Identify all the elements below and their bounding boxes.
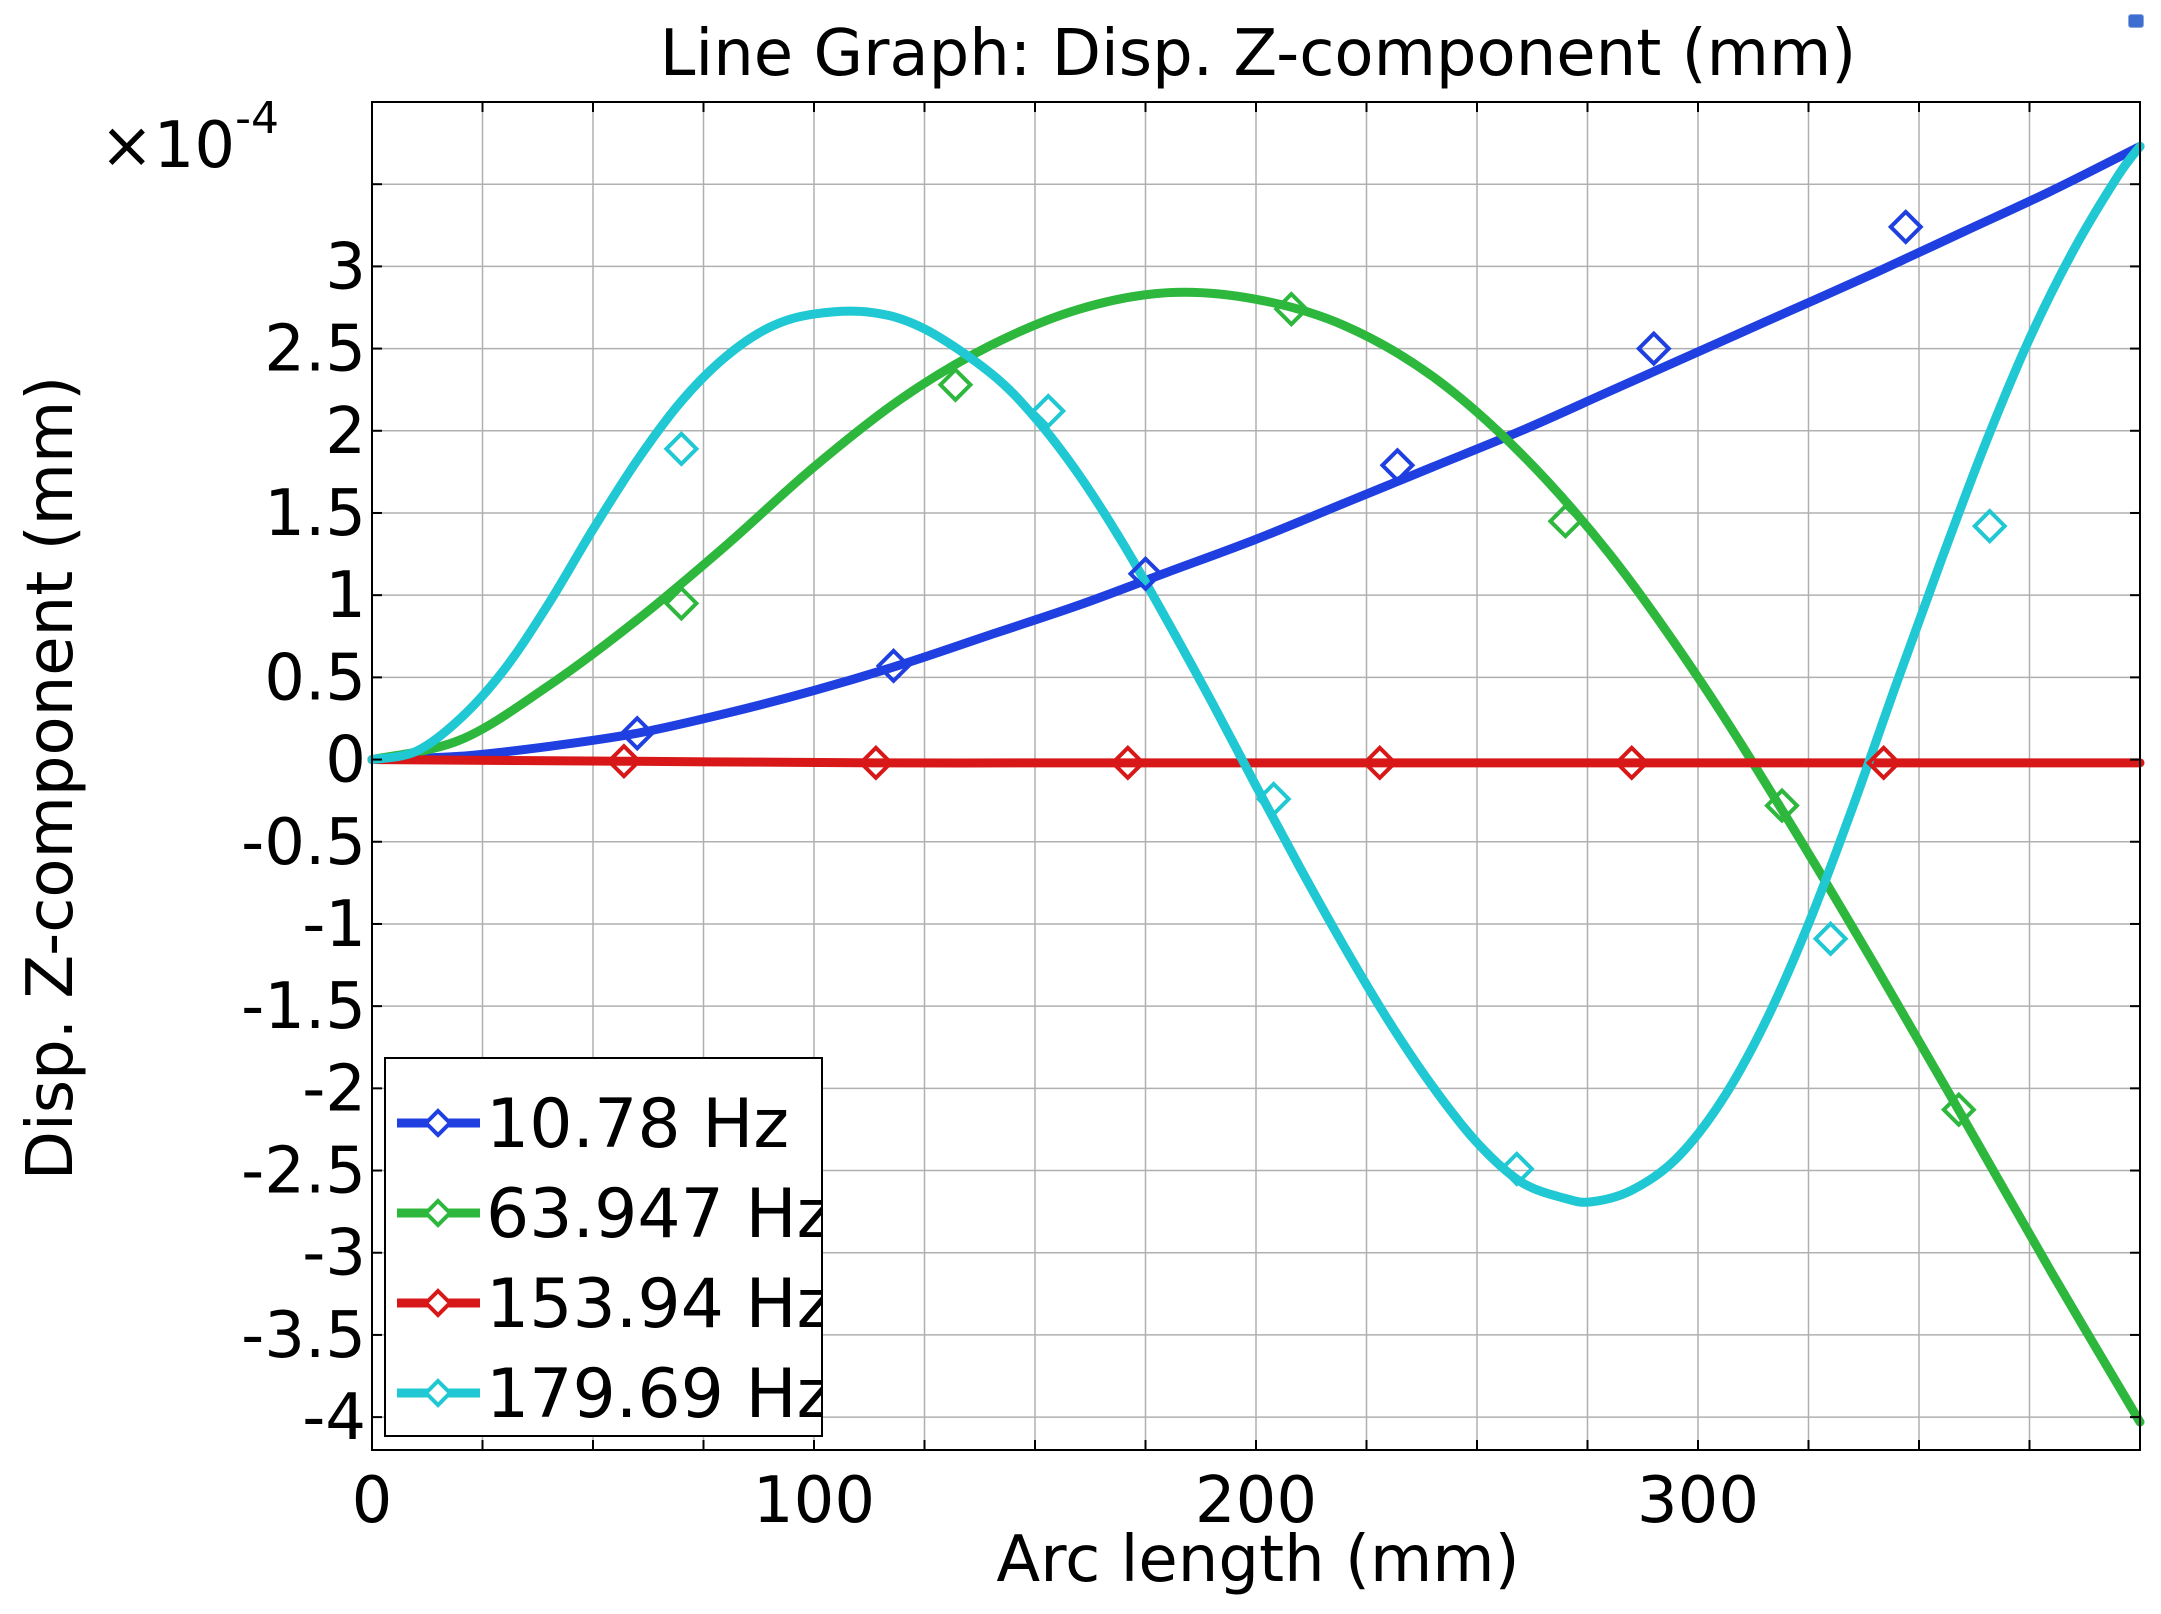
- series-marker-0: [619, 715, 656, 752]
- legend-swatch-marker: [423, 1288, 453, 1318]
- series-marker-0: [1635, 330, 1672, 367]
- series-markers: [606, 209, 2008, 1187]
- x-tick-label: 0: [352, 1464, 393, 1538]
- y-tick-label: 2: [325, 395, 366, 469]
- x-axis-label: Arc length (mm): [996, 1523, 1519, 1597]
- window-icon: [2128, 14, 2144, 28]
- series-marker-1: [663, 585, 700, 622]
- series-marker-3: [1812, 920, 1849, 957]
- y-tick-label: -1.5: [241, 970, 366, 1044]
- series-marker-1: [1764, 787, 1800, 824]
- series-marker-1: [937, 366, 974, 403]
- legend-entry-label: 10.78 Hz: [486, 1085, 789, 1164]
- legend-swatch-marker: [423, 1108, 453, 1138]
- y-tick-label: -3: [302, 1217, 366, 1291]
- y-tick-label: -1: [302, 888, 366, 962]
- series-line-0: [367, 141, 2145, 765]
- series-marker-2: [1361, 745, 1398, 781]
- chart-title: Line Graph: Disp. Z-component (mm): [660, 17, 1857, 91]
- legend-swatch-marker: [423, 1198, 453, 1228]
- y-axis-label: Disp. Z-component (mm): [14, 376, 88, 1181]
- y-tick-label: -2.5: [241, 1135, 366, 1209]
- legend-entry-label: 153.94 Hz: [486, 1265, 832, 1344]
- axis-ticks: 0 100 200 300 -4 -3.5 -3 -2.5 -2 -1.5 -1 -0.5 0 0.5 1 1…: [241, 102, 2140, 1538]
- series-marker-1: [1940, 1091, 1977, 1128]
- x-tick-label: 200: [1195, 1464, 1317, 1538]
- y-tick-label: 0: [325, 724, 366, 798]
- series-line-3: [367, 141, 2145, 1207]
- series-marker-0: [1379, 447, 1416, 484]
- y-tick-label: 3: [325, 230, 366, 304]
- legend-entry-label: 63.947 Hz: [486, 1175, 832, 1254]
- series-marker-3: [1030, 393, 1067, 429]
- series-marker-1: [1273, 291, 1310, 327]
- y-tick-label: -4: [302, 1381, 366, 1455]
- y-tick-label: -2: [302, 1052, 366, 1126]
- y-tick-label: 1: [325, 559, 366, 633]
- series-marker-2: [606, 743, 642, 780]
- legend-swatch-marker: [423, 1378, 453, 1408]
- y-tick-label: 1.5: [264, 477, 366, 551]
- y-multiplier-base: ×10: [100, 109, 235, 183]
- legend-entries: 10.78 Hz 63.947 Hz 153.94 Hz 179.69 Hz: [397, 1085, 832, 1434]
- x-tick-label: 300: [1637, 1464, 1759, 1538]
- series-marker-0: [1127, 555, 1164, 592]
- y-axis-multiplier: ×10-4: [100, 93, 279, 183]
- y-tick-label: 2.5: [264, 313, 366, 387]
- series-lines: [367, 141, 2145, 1427]
- series-marker-3: [1255, 781, 1292, 817]
- x-tick-label: 100: [753, 1464, 875, 1538]
- series-marker-2: [1865, 745, 1902, 781]
- legend-entry-label: 179.69 Hz: [486, 1355, 832, 1434]
- legend: 10.78 Hz 63.947 Hz 153.94 Hz 179.69 Hz: [384, 1057, 832, 1437]
- series-marker-0: [1887, 209, 1924, 245]
- series-marker-3: [1971, 508, 2008, 544]
- series-marker-3: [1498, 1151, 1535, 1187]
- series-line-1: [367, 287, 2145, 1427]
- y-tick-label: -3.5: [241, 1299, 366, 1373]
- y-tick-label: -0.5: [241, 806, 366, 880]
- y-tick-label: 0.5: [264, 641, 366, 715]
- series-marker-1: [1547, 503, 1584, 540]
- series-marker-2: [858, 745, 894, 781]
- y-multiplier-exponent: -4: [235, 93, 279, 144]
- series-marker-0: [875, 648, 912, 684]
- series-marker-2: [1613, 745, 1650, 781]
- series-marker-2: [1109, 745, 1146, 781]
- series-marker-3: [663, 431, 700, 467]
